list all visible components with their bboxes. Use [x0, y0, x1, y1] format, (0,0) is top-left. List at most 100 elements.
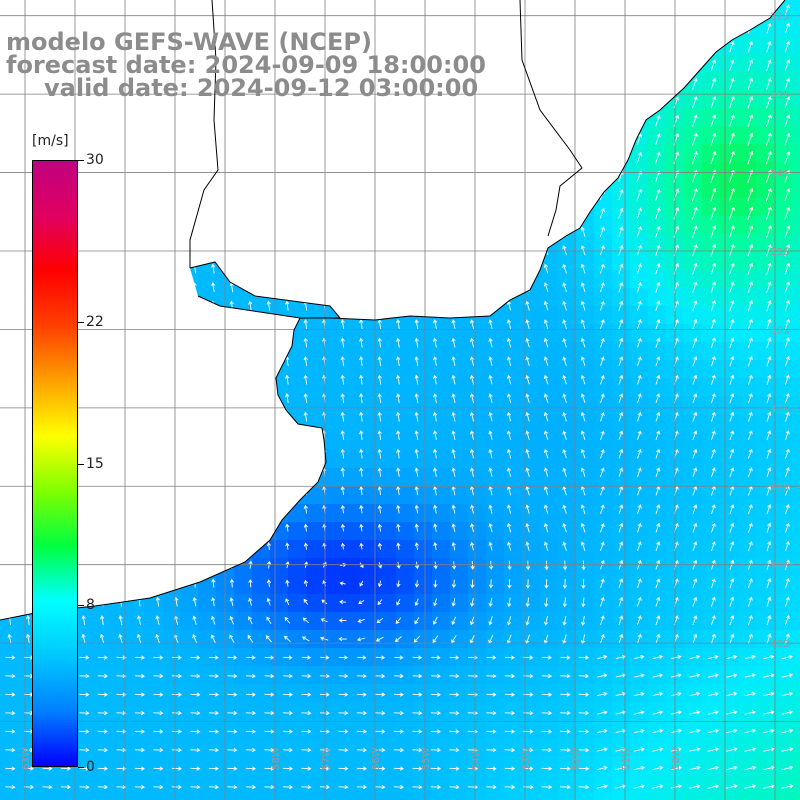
speed-cell [180, 396, 199, 415]
wind-arrow [469, 374, 475, 385]
speed-cell [612, 216, 631, 235]
speed-cell [126, 306, 145, 325]
forecast-date: forecast date: 2024-09-09 18:00:00 [6, 51, 486, 79]
wind-arrow [655, 318, 661, 330]
wind-arrow [377, 282, 382, 293]
speed-cell [450, 630, 469, 649]
speed-cell [162, 198, 181, 217]
wind-arrow [137, 374, 142, 385]
speed-cell [432, 468, 451, 487]
speed-cell [306, 720, 325, 739]
speed-cell [270, 486, 289, 505]
wind-arrow [432, 208, 438, 219]
speed-cell [234, 342, 253, 361]
speed-cell [450, 216, 469, 235]
speed-cell [684, 612, 703, 631]
wind-arrow [248, 523, 253, 532]
wind-arrow [710, 41, 716, 53]
wind-arrow [377, 411, 382, 422]
wind-arrow [340, 356, 345, 367]
speed-cell [558, 756, 577, 775]
speed-cell [630, 252, 649, 271]
wind-arrow [155, 152, 160, 163]
speed-cell [414, 486, 433, 505]
speed-cell [72, 792, 91, 800]
speed-cell [504, 342, 523, 361]
wind-arrow [470, 541, 475, 551]
wind-arrow [766, 522, 772, 533]
wind-arrow [26, 541, 31, 552]
wind-arrow [707, 784, 720, 789]
speed-cell [612, 522, 631, 541]
speed-cell [324, 648, 343, 667]
speed-cell [702, 702, 721, 721]
wind-arrow [747, 187, 754, 202]
speed-cell [234, 216, 253, 235]
speed-cell [144, 756, 163, 775]
wind-arrow [506, 411, 512, 422]
wind-arrow [747, 262, 754, 275]
speed-cell [90, 486, 109, 505]
wind-arrow [469, 189, 475, 200]
wind-arrow [762, 765, 775, 771]
wind-arrow [469, 319, 475, 330]
wind-arrow [506, 319, 512, 330]
speed-cell [90, 234, 109, 253]
speed-cell [360, 738, 379, 757]
wind-arrow [26, 115, 31, 126]
speed-cell [756, 684, 775, 703]
speed-cell [306, 792, 325, 800]
speed-cell [558, 126, 577, 145]
wind-arrow [100, 430, 105, 441]
speed-cell [180, 720, 199, 739]
speed-cell [180, 792, 199, 800]
speed-cell [180, 666, 199, 685]
wind-arrow [303, 282, 308, 293]
speed-cell [162, 648, 181, 667]
wind-arrow [359, 580, 364, 587]
wind-arrow [229, 411, 234, 422]
speed-cell [576, 36, 595, 55]
speed-cell [180, 468, 199, 487]
speed-cell [162, 702, 181, 721]
wind-arrow [580, 356, 586, 366]
wind-arrow [762, 747, 775, 752]
speed-cell [594, 252, 613, 271]
wind-arrow [396, 356, 401, 367]
wind-arrow [744, 784, 757, 789]
wind-arrow [543, 504, 549, 514]
wind-arrow [636, 615, 642, 626]
speed-cell [684, 738, 703, 757]
wind-arrow [155, 282, 160, 293]
wind-arrow [562, 263, 567, 274]
wind-arrow [784, 77, 791, 90]
wind-arrow [414, 115, 419, 126]
wind-arrow [488, 134, 493, 145]
wind-arrow [728, 206, 735, 220]
speed-cell [504, 270, 523, 289]
wind-arrow [580, 226, 586, 237]
speed-cell [684, 342, 703, 361]
wind-arrow [763, 673, 775, 678]
wind-arrow [134, 673, 145, 679]
speed-cell [108, 522, 127, 541]
speed-cell [414, 504, 433, 523]
wind-arrow [266, 189, 271, 200]
speed-cell [648, 540, 667, 559]
wind-arrow [245, 784, 256, 790]
speed-cell [558, 342, 577, 361]
wind-arrow [282, 710, 293, 716]
speed-cell [414, 288, 433, 307]
speed-cell [414, 576, 433, 595]
speed-cell [0, 180, 19, 199]
wind-arrow [303, 411, 308, 422]
wind-arrow [266, 134, 271, 145]
wind-arrow [692, 4, 698, 15]
speed-cell [504, 162, 523, 181]
wind-arrow [377, 542, 383, 550]
wind-arrow [227, 673, 238, 679]
wind-arrow [303, 189, 308, 200]
speed-cell [792, 522, 800, 541]
speed-cell [234, 162, 253, 181]
wind-arrow [692, 318, 698, 330]
